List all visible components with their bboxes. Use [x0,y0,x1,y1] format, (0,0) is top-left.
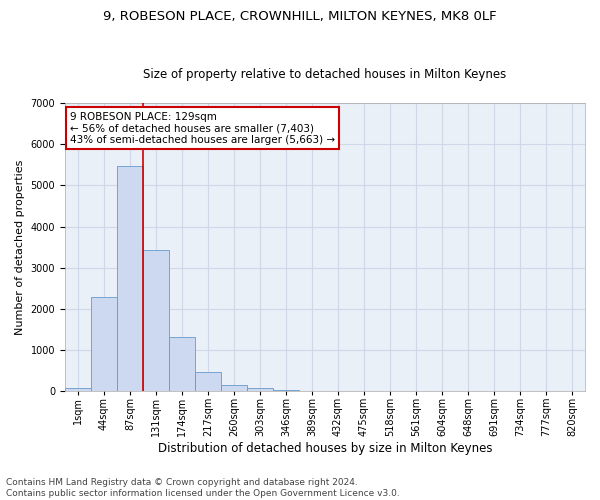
Text: 9, ROBESON PLACE, CROWNHILL, MILTON KEYNES, MK8 0LF: 9, ROBESON PLACE, CROWNHILL, MILTON KEYN… [103,10,497,23]
Bar [221,385,247,392]
Bar [169,338,195,392]
X-axis label: Distribution of detached houses by size in Milton Keynes: Distribution of detached houses by size … [158,442,492,455]
Bar [195,372,221,392]
Text: Contains HM Land Registry data © Crown copyright and database right 2024.
Contai: Contains HM Land Registry data © Crown c… [6,478,400,498]
Bar [273,390,299,392]
Bar [117,166,143,392]
Bar [91,298,117,392]
Title: Size of property relative to detached houses in Milton Keynes: Size of property relative to detached ho… [143,68,506,81]
Y-axis label: Number of detached properties: Number of detached properties [15,160,25,335]
Bar [247,388,273,392]
Bar [143,250,169,392]
Bar [65,388,91,392]
Text: 9 ROBESON PLACE: 129sqm
← 56% of detached houses are smaller (7,403)
43% of semi: 9 ROBESON PLACE: 129sqm ← 56% of detache… [70,112,335,145]
